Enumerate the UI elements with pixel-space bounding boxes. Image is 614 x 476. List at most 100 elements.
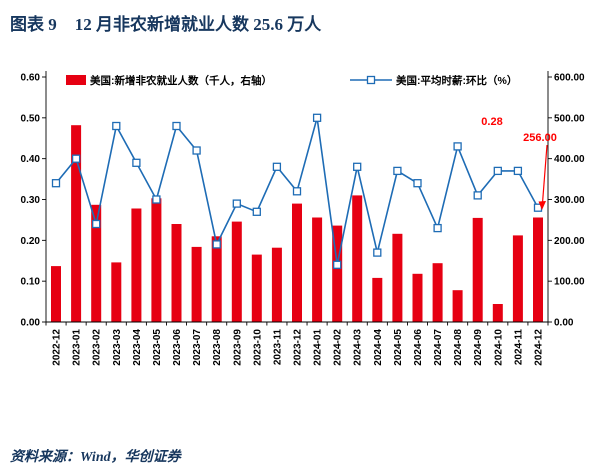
bar: [292, 203, 302, 322]
svg-text:2023-04: 2023-04: [132, 329, 143, 366]
line-marker: [513, 166, 523, 176]
svg-text:2024-05: 2024-05: [393, 329, 404, 366]
line-marker: [172, 121, 181, 131]
bar: [452, 290, 463, 322]
bar: [151, 198, 162, 322]
svg-text:2024-04: 2024-04: [373, 329, 384, 366]
svg-text:0.00: 0.00: [21, 318, 41, 329]
svg-text:2023-01: 2023-01: [72, 329, 83, 366]
svg-text:2022-12: 2022-12: [52, 329, 63, 366]
bar: [271, 247, 282, 322]
line-marker: [312, 113, 322, 122]
source-note: 资料来源：Wind，华创证券: [10, 450, 181, 465]
line-marker: [393, 166, 402, 176]
svg-text:0.10: 0.10: [21, 277, 41, 288]
svg-text:2024-02: 2024-02: [333, 329, 344, 366]
svg-text:2024-10: 2024-10: [493, 329, 504, 366]
line-marker: [212, 240, 221, 249]
bar: [372, 277, 383, 322]
line-marker: [252, 207, 261, 216]
bar: [131, 208, 142, 322]
svg-text:500.00: 500.00: [554, 113, 585, 124]
bar: [412, 273, 423, 322]
legend-line-marker: [366, 75, 376, 85]
line-marker: [373, 248, 382, 257]
bar: [191, 246, 202, 322]
svg-text:300.00: 300.00: [554, 195, 585, 206]
svg-text:0.20: 0.20: [21, 236, 41, 247]
svg-text:200.00: 200.00: [554, 236, 585, 247]
bar: [512, 235, 523, 322]
line-marker: [413, 179, 422, 188]
svg-text:2024-11: 2024-11: [513, 329, 524, 366]
svg-text:2023-10: 2023-10: [252, 329, 263, 366]
line-marker: [132, 158, 141, 167]
svg-text:2023-11: 2023-11: [272, 329, 283, 366]
line-marker: [433, 223, 442, 233]
svg-text:美国:新增非农就业人数（千人，右轴）: 美国:新增非农就业人数（千人，右轴）: [90, 74, 272, 87]
svg-text:2023-12: 2023-12: [293, 329, 304, 366]
legend-bar-swatch: [66, 75, 86, 85]
legend: 美国:新增非农就业人数（千人，右轴） 美国:平均时薪:环比（%）: [66, 74, 517, 87]
figure-title: 图表 9 12 月非农新增就业人数 25.6 万人: [0, 0, 614, 35]
svg-text:2024-08: 2024-08: [453, 329, 464, 366]
annotation-arrow-line: [541, 144, 548, 204]
bar: [432, 263, 443, 322]
x-axis: 2022-12 2023-01 2023-02 2023-03 2023-04 2023-…: [45, 322, 549, 366]
bar: [352, 195, 363, 322]
svg-text:2024-12: 2024-12: [533, 329, 544, 366]
line-marker: [353, 162, 362, 171]
svg-text:256.00: 256.00: [523, 132, 557, 144]
line-marker: [493, 166, 502, 176]
line-marker: [51, 179, 61, 188]
bar-series: [51, 125, 543, 323]
payrolls-chart-svg: 0.00 0.10 0.20 0.30 0.40 0.50 0.60 0.00 100.00 20…: [21, 71, 585, 366]
svg-text:600.00: 600.00: [554, 73, 585, 84]
bar: [533, 217, 543, 322]
bar: [91, 204, 102, 322]
bar: [211, 236, 222, 323]
chart-area: 0.00 0.10 0.20 0.30 0.40 0.50 0.60 0.00 100.00 20…: [0, 37, 614, 434]
svg-text:2023-06: 2023-06: [172, 329, 183, 366]
svg-text:0.60: 0.60: [21, 73, 41, 84]
line-marker: [152, 195, 161, 204]
figure-title-text: 12 月非农新增就业人数 25.6 万人: [74, 15, 322, 34]
svg-text:400.00: 400.00: [554, 154, 585, 165]
svg-text:美国:平均时薪:环比（%）: 美国:平均时薪:环比（%）: [396, 74, 517, 87]
line-marker: [292, 187, 302, 196]
line-marker: [333, 260, 342, 269]
figure-label: 图表 9: [10, 15, 57, 34]
svg-text:2023-05: 2023-05: [152, 329, 163, 366]
bar: [51, 266, 61, 322]
svg-text:2024-09: 2024-09: [473, 329, 484, 366]
line-marker: [453, 142, 462, 151]
svg-text:100.00: 100.00: [554, 277, 585, 288]
bar: [171, 224, 182, 322]
svg-text:2024-07: 2024-07: [433, 329, 444, 366]
annotation-arrow-head: [538, 201, 546, 210]
axes: [45, 71, 549, 323]
line-series: [51, 113, 543, 269]
svg-text:2023-07: 2023-07: [192, 329, 203, 366]
bar: [231, 221, 242, 322]
annotations: 0.28 256.00: [481, 116, 557, 210]
svg-text:0.30: 0.30: [21, 195, 41, 206]
bar: [251, 254, 262, 322]
svg-text:2023-02: 2023-02: [92, 329, 103, 366]
line-marker: [272, 162, 282, 171]
bar: [71, 125, 82, 322]
line-marker: [112, 121, 121, 131]
svg-text:2023-03: 2023-03: [112, 329, 123, 366]
line-marker: [192, 146, 201, 155]
bar: [332, 225, 343, 322]
line-marker: [473, 191, 482, 200]
line-marker: [71, 154, 81, 163]
bar: [111, 262, 122, 322]
bar: [472, 217, 483, 322]
svg-text:0.28: 0.28: [481, 116, 502, 128]
svg-text:0.00: 0.00: [554, 318, 574, 329]
line-marker: [232, 199, 241, 208]
bar: [492, 304, 503, 322]
line-marker: [92, 219, 101, 229]
